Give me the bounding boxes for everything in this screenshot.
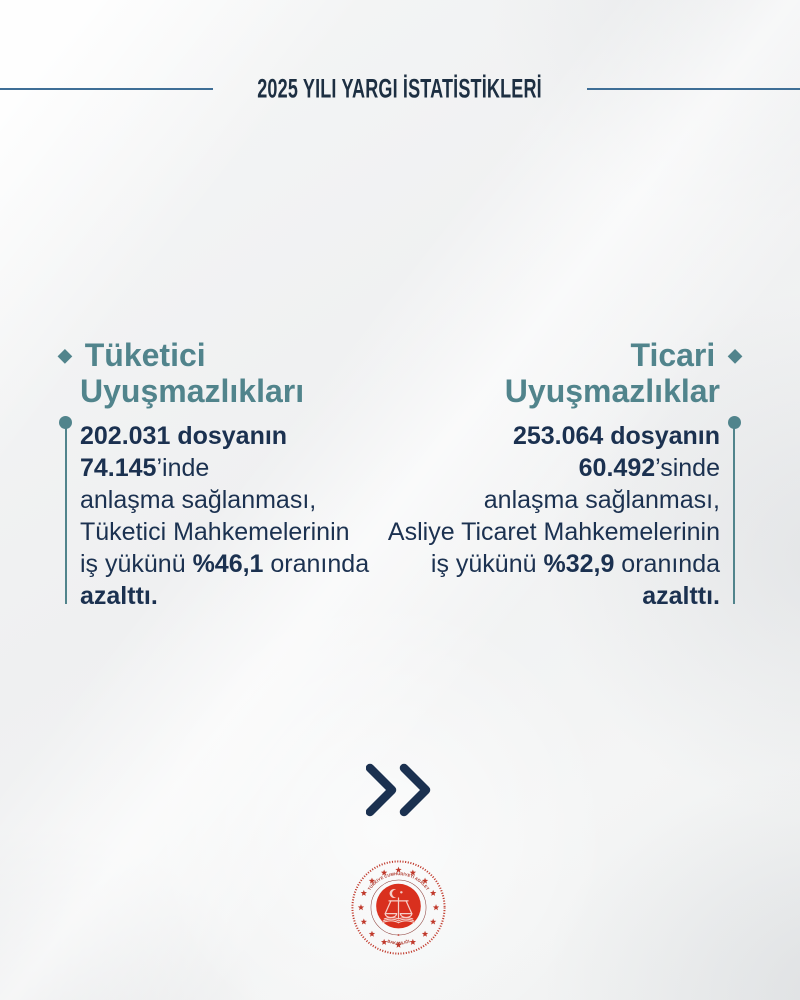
svg-text:BAKANLIĞI: BAKANLIĞI <box>387 938 411 945</box>
